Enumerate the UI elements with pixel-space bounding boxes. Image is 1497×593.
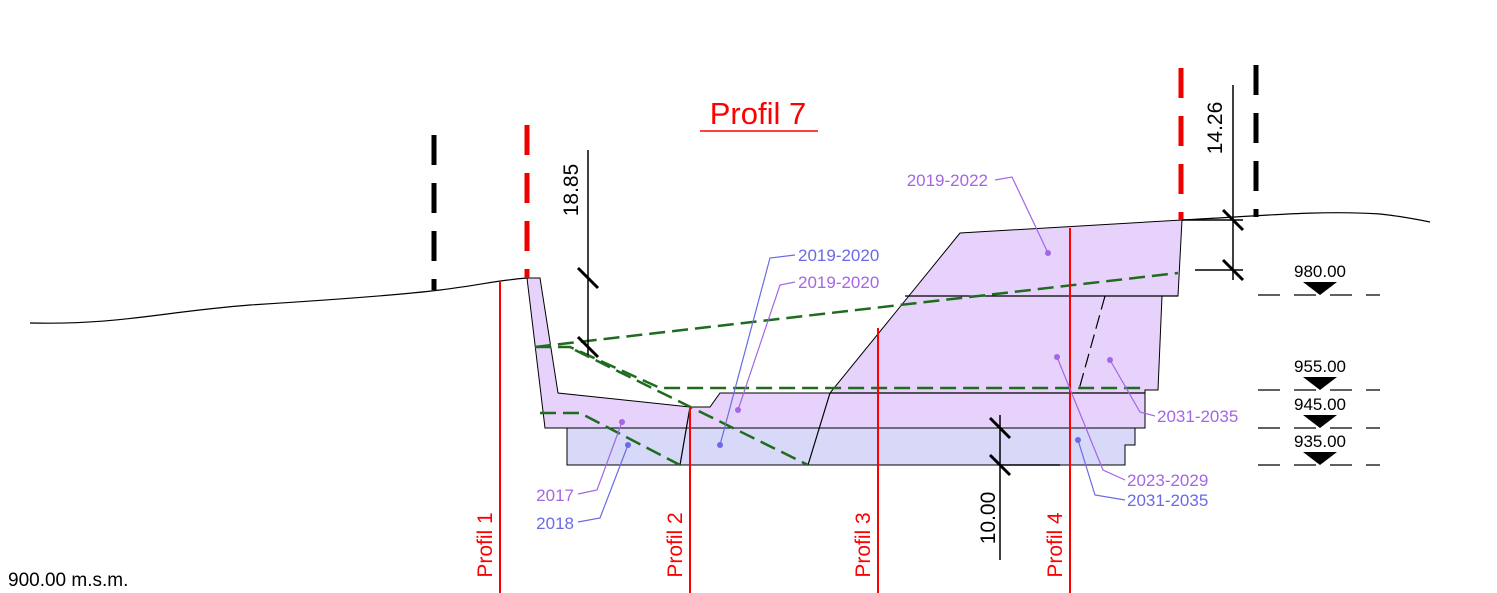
- excavation-purple: [526, 219, 1183, 429]
- phase-lines: [679, 295, 1178, 466]
- excavation-blue: [566, 427, 1136, 466]
- phase-label: 2019-2020: [798, 273, 879, 292]
- title: Profil 7: [710, 96, 806, 131]
- profile-label: Profil 4: [1044, 512, 1067, 578]
- elevation-triangles: [1303, 282, 1337, 465]
- elevation: 955.00: [1294, 357, 1346, 376]
- elevation: 980.00: [1294, 262, 1346, 281]
- elevation: 935.00: [1294, 432, 1346, 451]
- dimension: 10.00: [977, 492, 1000, 545]
- profile-label: Profil 1: [474, 512, 497, 577]
- phase-label: 2019-2022: [907, 171, 988, 190]
- phase-label: 2017: [536, 486, 574, 505]
- terrain: [29, 277, 528, 324]
- phase-label: 2023-2029: [1127, 471, 1208, 490]
- elevation: 945.00: [1294, 395, 1346, 414]
- leaders: [577, 176, 1156, 523]
- phase-label: 2031-2035: [1127, 491, 1208, 510]
- leader-dots: [619, 250, 1113, 448]
- boundary-dashes: [431, 65, 1259, 290]
- profile-lines: [499, 228, 1071, 593]
- phase-label: 2031-2035: [1157, 407, 1238, 426]
- terrain: [1181, 212, 1431, 223]
- dimension: 18.85: [560, 164, 583, 217]
- phase-label: 2019-2020: [798, 246, 879, 265]
- elevation-marks: [1258, 294, 1380, 466]
- profile-label: Profil 3: [852, 512, 875, 577]
- dimension-lines: [576, 85, 1245, 560]
- dimension: 14.26: [1204, 102, 1227, 155]
- phase-label: 2018: [536, 514, 574, 533]
- datum: 900.00 m.s.m.: [8, 570, 128, 591]
- profile-label: Profil 2: [664, 512, 687, 577]
